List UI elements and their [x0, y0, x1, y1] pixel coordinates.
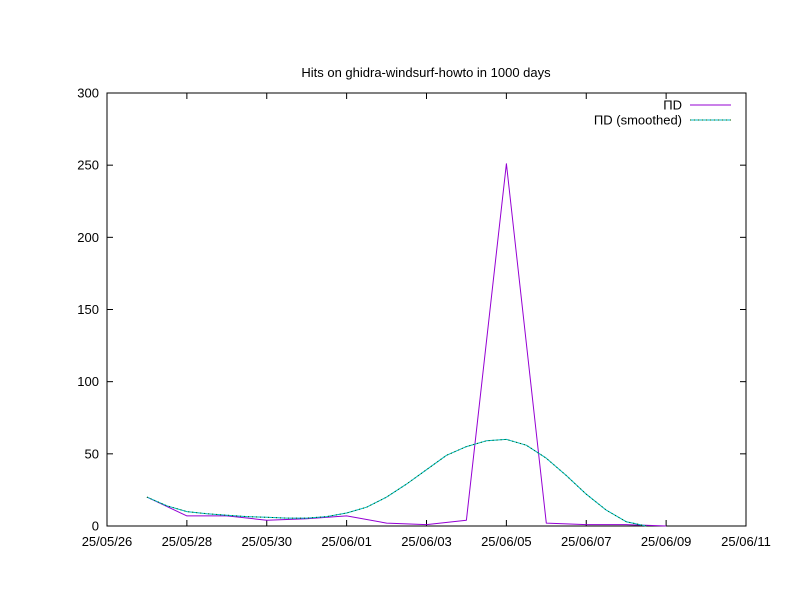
- series-line-0: [146, 163, 667, 527]
- x-tick-label: 25/06/05: [481, 534, 532, 549]
- x-tick-label: 25/06/03: [401, 534, 452, 549]
- x-tick-label: 25/06/11: [721, 534, 771, 549]
- legend-label-1: ΠD (smoothed): [594, 113, 682, 128]
- y-tick-label: 50: [85, 446, 99, 461]
- x-tick-label: 25/05/30: [241, 534, 292, 549]
- x-tick-label: 25/06/09: [641, 534, 692, 549]
- y-tick-label: 300: [77, 86, 99, 101]
- chart-title: Hits on ghidra-windsurf-howto in 1000 da…: [301, 65, 551, 80]
- plot-frame: [106, 92, 747, 527]
- x-tick-label: 25/05/28: [162, 534, 213, 549]
- y-tick-label: 250: [77, 158, 99, 173]
- legend-label-0: ΠD: [663, 98, 682, 113]
- y-axis: 0 50 100 150 200 250 300: [77, 86, 746, 534]
- series-line-dots-1: [146, 438, 647, 527]
- y-tick-label: 200: [77, 230, 99, 245]
- series-line-1: [146, 438, 647, 527]
- y-tick-label: 150: [77, 302, 99, 317]
- y-tick-label: 100: [77, 374, 99, 389]
- series-layer: [146, 163, 667, 527]
- x-tick-label: 25/06/07: [561, 534, 612, 549]
- x-axis: 25/05/26 25/05/28 25/05/30 25/06/01 25/06/03…: [82, 93, 771, 549]
- x-tick-label: 25/05/26: [82, 534, 133, 549]
- y-tick-label: 0: [92, 519, 99, 534]
- x-tick-label: 25/06/01: [321, 534, 372, 549]
